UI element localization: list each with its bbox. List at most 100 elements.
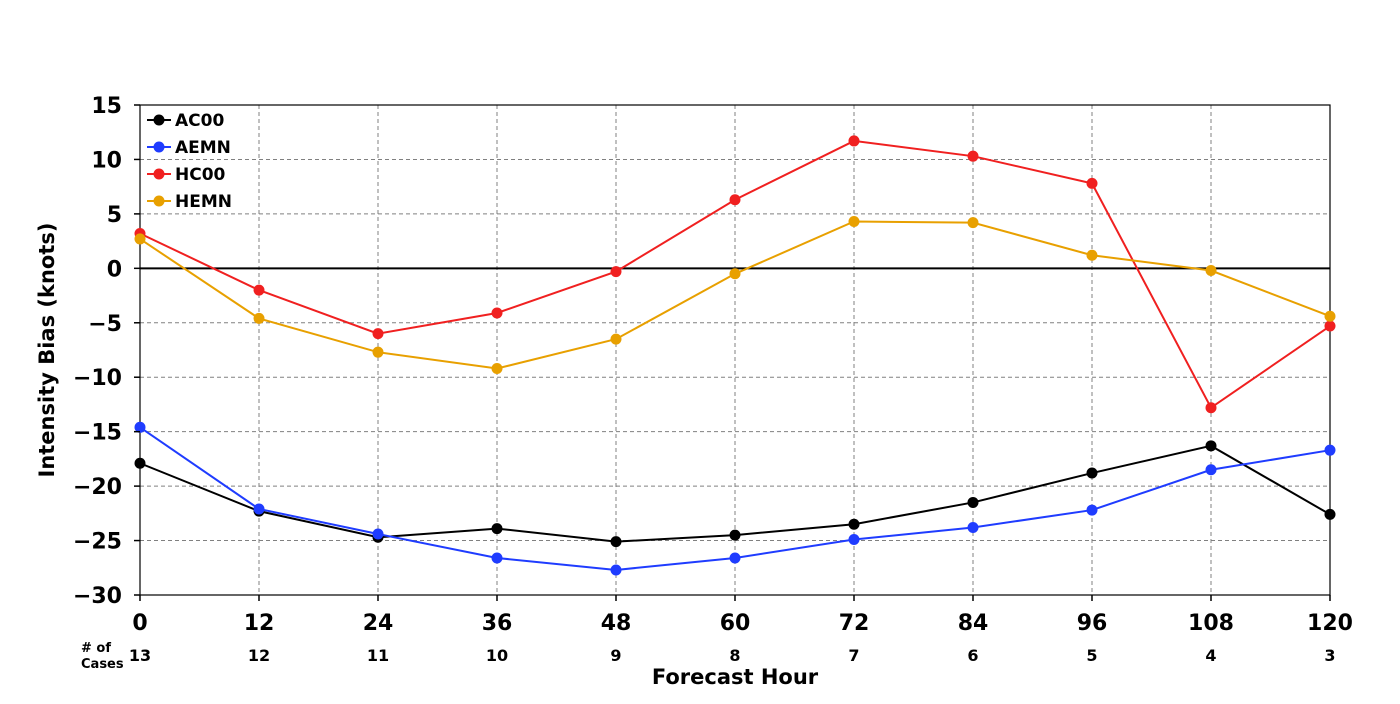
y-tick-label: 0 xyxy=(107,257,122,282)
data-point xyxy=(1205,440,1217,452)
series-aemn xyxy=(134,421,1336,576)
data-point xyxy=(134,233,146,245)
legend-label: AC00 xyxy=(175,111,224,131)
y-tick-label: −25 xyxy=(73,530,122,555)
legend-marker xyxy=(153,141,165,153)
x-tick-label: 36 xyxy=(482,611,513,636)
data-point xyxy=(491,363,503,375)
y-tick-label: −10 xyxy=(73,366,122,391)
data-point xyxy=(1086,467,1098,479)
data-point xyxy=(848,135,860,147)
y-tick-label: −30 xyxy=(73,584,122,609)
legend-entry-ac00: AC00 xyxy=(147,111,224,131)
x-axis-label: Forecast Hour xyxy=(652,665,819,689)
data-point xyxy=(253,284,265,296)
data-point xyxy=(610,266,622,278)
data-point xyxy=(729,268,741,280)
x-tick-label: 48 xyxy=(601,611,632,636)
case-count-label: 11 xyxy=(367,646,389,665)
data-point xyxy=(1324,320,1336,332)
legend: AC00 AEMN HC00 HEMN xyxy=(147,111,232,212)
y-tick-label: 5 xyxy=(107,203,122,228)
data-point xyxy=(253,312,265,324)
data-point xyxy=(729,552,741,564)
data-point xyxy=(967,217,979,229)
case-count-label: 10 xyxy=(486,646,508,665)
data-point xyxy=(491,552,503,564)
data-point xyxy=(729,194,741,206)
data-point xyxy=(848,216,860,228)
series-ac00 xyxy=(134,440,1336,548)
data-point xyxy=(848,518,860,530)
data-point xyxy=(372,328,384,340)
x-tick-label: 12 xyxy=(244,611,275,636)
legend-marker xyxy=(153,168,165,180)
data-point xyxy=(610,536,622,548)
series-layer xyxy=(134,135,1336,576)
legend-label: HEMN xyxy=(175,192,232,212)
data-point xyxy=(134,457,146,469)
data-point xyxy=(491,523,503,535)
x-tick-label: 72 xyxy=(839,611,870,636)
legend-label: HC00 xyxy=(175,165,226,185)
data-point xyxy=(1086,504,1098,516)
x-tick-label: 60 xyxy=(720,611,751,636)
case-count-label: 6 xyxy=(967,646,978,665)
legend-entry-hemn: HEMN xyxy=(147,192,232,212)
y-tick-label: −15 xyxy=(73,421,122,446)
data-point xyxy=(1086,249,1098,261)
cases-label: # of Cases xyxy=(81,641,124,672)
data-point xyxy=(1205,402,1217,414)
data-point xyxy=(1324,310,1336,322)
data-point xyxy=(1205,265,1217,277)
data-point xyxy=(1086,177,1098,189)
data-point xyxy=(610,564,622,576)
y-axis-label: Intensity Bias (knots) xyxy=(35,223,59,478)
case-count-label: 7 xyxy=(848,646,859,665)
legend-marker xyxy=(153,114,165,126)
x-tick-label: 108 xyxy=(1188,611,1234,636)
data-point xyxy=(967,521,979,533)
data-point xyxy=(1324,444,1336,456)
data-point xyxy=(967,150,979,162)
data-point xyxy=(729,529,741,541)
cases-label-line: Cases xyxy=(81,657,124,672)
cases-label-line: # of xyxy=(81,641,111,656)
legend-entry-hc00: HC00 xyxy=(147,165,226,185)
case-count-label: 9 xyxy=(610,646,621,665)
tick-layer: 15 10 5 0 −5 −10 −15 −20 −25 −30 0 12 24 36 48 60 72 84 96… xyxy=(73,94,1353,636)
series-hc00 xyxy=(134,135,1336,414)
x-tick-label: 0 xyxy=(132,611,147,636)
case-count-label: 5 xyxy=(1086,646,1097,665)
x-tick-label: 96 xyxy=(1077,611,1108,636)
case-count-label: 3 xyxy=(1324,646,1335,665)
x-tick-label: 120 xyxy=(1307,611,1353,636)
x-tick-label: 84 xyxy=(958,611,989,636)
legend-marker xyxy=(153,195,165,207)
legend-entry-aemn: AEMN xyxy=(147,138,231,158)
case-count-label: 8 xyxy=(729,646,740,665)
y-tick-label: −20 xyxy=(73,475,122,500)
legend-label: AEMN xyxy=(175,138,231,158)
data-point xyxy=(372,346,384,358)
case-count-label: 12 xyxy=(248,646,270,665)
data-point xyxy=(1205,464,1217,476)
data-point xyxy=(610,333,622,345)
series-hemn xyxy=(134,216,1336,375)
y-tick-label: 10 xyxy=(91,148,122,173)
data-point xyxy=(1324,508,1336,520)
data-point xyxy=(134,421,146,433)
data-point xyxy=(253,503,265,515)
y-tick-label: 15 xyxy=(91,94,122,119)
data-point xyxy=(372,528,384,540)
y-tick-label: −5 xyxy=(88,312,122,337)
case-count-label: 13 xyxy=(129,646,151,665)
x-tick-label: 24 xyxy=(363,611,394,636)
case-count-label: 4 xyxy=(1205,646,1216,665)
data-point xyxy=(848,533,860,545)
cases-layer: # of Cases 13 12 11 10 9 8 7 6 5 4 3 xyxy=(81,641,1336,672)
data-point xyxy=(491,307,503,319)
data-point xyxy=(967,496,979,508)
